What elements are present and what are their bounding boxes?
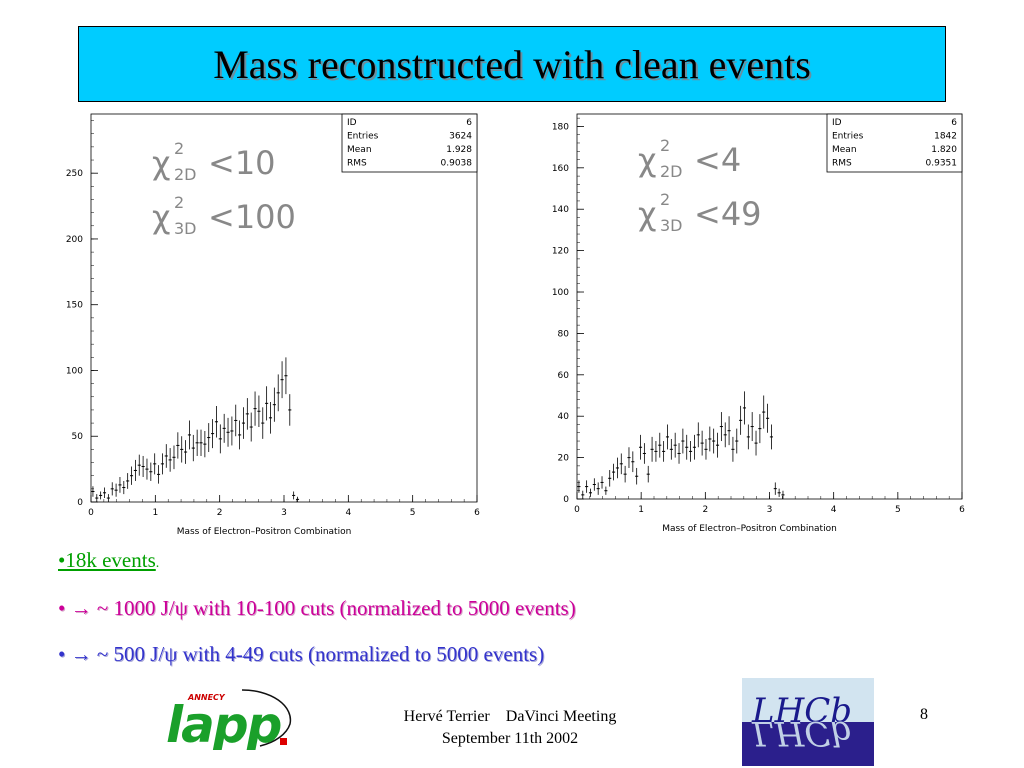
annotation-chi: χ: [152, 198, 170, 236]
y-tick-label: 60: [558, 371, 570, 381]
y-tick-label: 0: [563, 495, 569, 505]
annotation-relation: <4: [694, 141, 741, 179]
x-tick-label: 3: [767, 505, 773, 515]
stats-value: 6: [951, 118, 957, 128]
x-tick-label: 2: [702, 505, 708, 515]
y-tick-label: 80: [558, 329, 570, 339]
slide-title: Mass reconstructed with clean events: [213, 41, 811, 87]
y-tick-label: 120: [552, 247, 569, 257]
bullet-events-text: •18k events: [58, 548, 156, 572]
lapp-logo-text: lapp: [166, 696, 281, 750]
stats-value: 1.820: [931, 145, 957, 155]
y-tick-label: 0: [77, 498, 83, 508]
bullet-cuts-10-100: • → ~ 1000 J/ψ with 10-100 cuts (normali…: [58, 596, 576, 620]
x-tick-label: 6: [959, 505, 965, 515]
x-tick-label: 4: [831, 505, 837, 515]
lhcb-logo-text: LHCb: [751, 691, 852, 731]
y-tick-label: 20: [558, 454, 570, 464]
x-tick-label: 0: [574, 505, 580, 515]
x-tick-label: 3: [281, 508, 287, 518]
annotation-sub: 3D: [660, 216, 683, 235]
x-tick-label: 5: [895, 505, 901, 515]
annotation-sup: 2: [660, 190, 670, 209]
x-axis-label: Mass of Electron–Positron Combination: [662, 524, 837, 534]
y-tick-label: 140: [552, 205, 569, 215]
stats-label: Entries: [832, 132, 864, 142]
stats-box: [826, 113, 963, 173]
lapp-logo: ANNECY lapp: [166, 689, 292, 750]
svg-text:LHCb: LHCb: [751, 713, 852, 753]
bullet-events-dot: .: [155, 556, 160, 571]
annotation-relation: <49: [694, 195, 762, 233]
annotation-chi: χ: [638, 195, 656, 233]
stats-value: 3624: [449, 132, 472, 142]
stats-label: Mean: [347, 145, 372, 155]
x-tick-label: 4: [345, 508, 351, 518]
stats-box: [341, 113, 478, 173]
stats-label: ID: [832, 118, 842, 128]
stats-value: 1842: [934, 132, 957, 142]
annotation-chi: χ: [638, 141, 656, 179]
stats-value: 0.9351: [926, 159, 958, 169]
x-tick-label: 2: [217, 508, 223, 518]
x-axis-label: Mass of Electron–Positron Combination: [177, 527, 352, 537]
stats-value: 0.9038: [441, 159, 473, 169]
stats-value: 1.928: [446, 145, 472, 155]
stats-label: ID: [347, 118, 357, 128]
footer-date: September 11th 2002: [441, 730, 579, 747]
stats-label: Mean: [832, 145, 857, 155]
x-tick-label: 1: [152, 508, 158, 518]
stats-label: RMS: [347, 159, 367, 169]
y-tick-label: 100: [66, 366, 83, 376]
footer: Hervé Terrier DaVinci Meeting September …: [360, 706, 660, 750]
footer-author-meeting: Hervé Terrier DaVinci Meeting: [403, 708, 617, 725]
annotation-sup: 2: [174, 139, 184, 158]
annotation-relation: <100: [208, 198, 296, 236]
y-tick-label: 100: [552, 288, 569, 298]
page-number: 8: [920, 706, 928, 723]
title-banner: Mass reconstructed with clean events: [78, 26, 946, 102]
annotation-chi: χ: [152, 144, 170, 182]
annotation-sup: 2: [660, 136, 670, 155]
bullet-events: •18k events.: [58, 548, 159, 573]
stats-label: Entries: [347, 132, 379, 142]
annotation-sub: 2D: [174, 165, 197, 184]
annotation-sub: 3D: [174, 219, 197, 238]
cut-annotation: χ 2 3D <49: [638, 190, 762, 235]
x-tick-label: 6: [474, 508, 480, 518]
x-tick-label: 0: [88, 508, 94, 518]
y-tick-label: 250: [66, 169, 83, 179]
cut-annotation: χ 2 3D <100: [152, 193, 296, 238]
cut-annotation: χ 2 2D <4: [638, 136, 741, 181]
histogram-right: 0 20 40 60 80 100 120 140 160 180 0 1 2 3 4 5 6 Mass of E…: [552, 113, 965, 534]
y-tick-label: 150: [66, 301, 83, 311]
y-tick-label: 180: [552, 122, 569, 132]
cut-annotation: χ 2 2D <10: [152, 139, 276, 184]
lapp-logo-small-text: ANNECY: [187, 693, 226, 702]
y-tick-label: 50: [72, 432, 84, 442]
y-tick-label: 200: [66, 235, 83, 245]
y-tick-label: 160: [552, 164, 569, 174]
annotation-sup: 2: [174, 193, 184, 212]
stats-value: 6: [466, 118, 472, 128]
y-tick-label: 40: [558, 412, 570, 422]
stats-label: RMS: [832, 159, 852, 169]
annotation-relation: <10: [208, 144, 276, 182]
x-tick-label: 5: [410, 508, 416, 518]
annotation-sub: 2D: [660, 162, 683, 181]
bullet-cuts-4-49: • → ~ 500 J/ψ with 4-49 cuts (normalized…: [58, 642, 545, 666]
lhcb-logo: LHCb LHCb: [742, 678, 874, 766]
x-tick-label: 1: [638, 505, 644, 515]
histogram-left: 0 50 100 150 200 250 0 1 2 3 4 5 6 Mass of Electron–P…: [66, 113, 480, 537]
